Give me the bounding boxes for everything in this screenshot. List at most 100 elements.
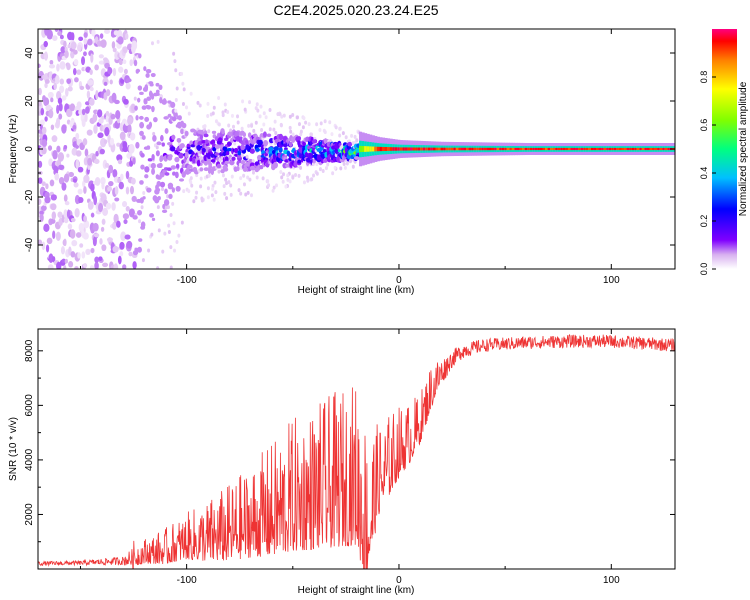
- heatmap-cell: [76, 69, 82, 75]
- heatmap-cell: [200, 198, 204, 203]
- heatmap-cell: [40, 107, 45, 116]
- heatmap-cell: [47, 264, 54, 269]
- heatmap-cell: [139, 121, 145, 129]
- heatmap-cell: [281, 179, 285, 184]
- heatmap-cell: [111, 92, 117, 103]
- y-tick-label: 40: [24, 47, 35, 59]
- heatmap-cell: [299, 129, 303, 134]
- heatmap-cell: [163, 8, 166, 12]
- heatmap-cell: [280, 114, 284, 119]
- heatmap-cell: [196, 100, 200, 105]
- heatmap-cell: [268, 127, 272, 132]
- heatmap-cell: [509, 147, 513, 151]
- heatmap-cell: [95, 150, 99, 157]
- heatmap-cell: [118, 66, 124, 73]
- heatmap-cell: [310, 177, 314, 182]
- heatmap-cell: [167, 185, 174, 190]
- heatmap-cell: [310, 132, 314, 137]
- heatmap-cell: [124, 234, 131, 240]
- heatmap-cell: [93, 158, 100, 164]
- heatmap-cell: [85, 248, 91, 255]
- heatmap-cell: [519, 147, 523, 151]
- heatmap-cell: [279, 169, 283, 174]
- heatmap-cell: [185, 105, 189, 110]
- heatmap-cell: [64, 50, 69, 59]
- heatmap-cell: [94, 256, 100, 263]
- heatmap-cell: [659, 147, 663, 151]
- heatmap-cell: [52, 149, 58, 160]
- heatmap-cell: [289, 129, 293, 134]
- heatmap-cell: [629, 147, 633, 151]
- heatmap-cell: [529, 147, 533, 151]
- heatmap-cell: [230, 174, 234, 179]
- heatmap-cell: [255, 102, 259, 107]
- heatmap-cell: [664, 147, 668, 151]
- heatmap-cell: [83, 51, 87, 57]
- heatmap-cell: [440, 147, 444, 151]
- heatmap-cell: [174, 108, 178, 113]
- heatmap-cell: [166, 21, 169, 25]
- heatmap-cell: [478, 147, 482, 151]
- heatmap-cell: [297, 173, 301, 178]
- heatmap-cell: [225, 196, 229, 201]
- heatmap-cell: [662, 147, 666, 151]
- heatmap-cell: [100, 177, 106, 185]
- heatmap-cell: [146, 96, 152, 101]
- heatmap-cell: [63, 217, 69, 224]
- heatmap-cell: [230, 137, 234, 143]
- heatmap-cell: [129, 59, 133, 67]
- heatmap-cell: [524, 147, 528, 151]
- heatmap-cell: [170, 101, 176, 108]
- heatmap-cell: [249, 165, 256, 171]
- heatmap-cell: [77, 166, 84, 173]
- heatmap-cell: [229, 160, 235, 166]
- heatmap-cell: [162, 203, 166, 210]
- heatmap-cell: [216, 163, 222, 169]
- heatmap-cell: [312, 158, 316, 164]
- snr-panel: -100 0 100 2000 4000 6000 8000 Height of stra…: [8, 328, 676, 596]
- heatmap-cell: [555, 147, 559, 151]
- heatmap-cell: [247, 132, 252, 138]
- heatmap-cell: [112, 169, 118, 178]
- heatmap-cell: [324, 151, 328, 158]
- heatmap-cell: [117, 36, 124, 45]
- heatmap-cell: [63, 264, 67, 269]
- heatmap-cell: [334, 148, 338, 154]
- heatmap-cell: [392, 147, 396, 151]
- heatmap-cell: [122, 46, 128, 54]
- heatmap-cell: [272, 127, 276, 132]
- heatmap-cell: [252, 128, 256, 133]
- heatmap-cell: [65, 88, 69, 97]
- heatmap-cell: [50, 124, 55, 131]
- heatmap-cell: [241, 99, 245, 104]
- heatmap-cell: [221, 113, 225, 118]
- heatmap-cell: [142, 190, 146, 195]
- heatmap-cell: [53, 82, 57, 90]
- heatmap-cell: [168, 24, 171, 28]
- heatmap-cell: [319, 121, 323, 126]
- heatmap-cell: [257, 139, 263, 146]
- heatmap-cell: [104, 29, 110, 35]
- heatmap-cell: [96, 109, 103, 118]
- heatmap-cell: [77, 188, 83, 195]
- heatmap-cell: [463, 147, 467, 151]
- heatmap-cell: [557, 147, 561, 151]
- heatmap-cell: [92, 222, 99, 232]
- heatmap-cell: [250, 123, 254, 128]
- heatmap-cell: [445, 147, 449, 151]
- heatmap-cell: [266, 179, 270, 184]
- heatmap-cell: [344, 135, 348, 140]
- heatmap-cell: [168, 193, 173, 199]
- heatmap-cell: [58, 164, 65, 170]
- heatmap-cell: [132, 157, 136, 165]
- heatmap-cell: [150, 232, 154, 237]
- heatmap-cell: [560, 147, 564, 151]
- heatmap-cell: [172, 221, 176, 226]
- heatmap-cell: [359, 145, 363, 153]
- heatmap-cell: [240, 126, 244, 131]
- heatmap-cell: [94, 64, 99, 71]
- heatmap-cell: [286, 177, 290, 182]
- heatmap-cell: [639, 147, 643, 151]
- heatmap-cell: [66, 108, 73, 118]
- heatmap-cell: [83, 32, 88, 38]
